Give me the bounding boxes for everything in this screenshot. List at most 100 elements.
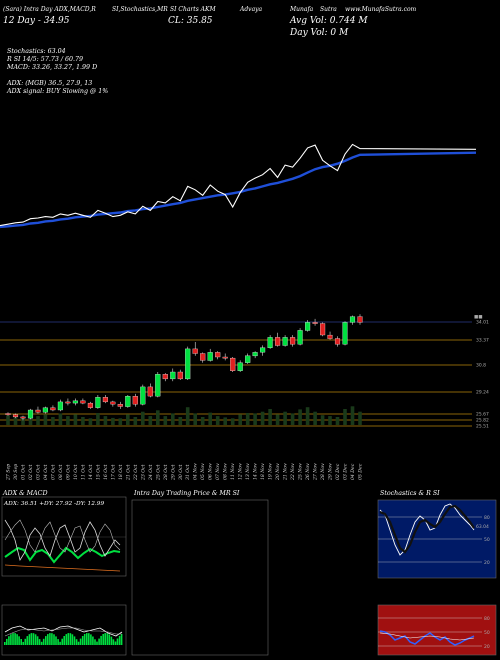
slow-ma-line	[0, 151, 477, 229]
date-label: 07 Nov	[215, 463, 221, 480]
candle-body	[230, 357, 236, 371]
macd-line	[4, 625, 123, 637]
stoch-level-50: 50	[484, 537, 490, 543]
macd-histogram-bar	[32, 633, 35, 645]
macd-histogram-bar	[51, 633, 53, 645]
volume-bar	[66, 416, 70, 425]
macd-histogram-bar	[8, 636, 10, 645]
candle-body	[50, 407, 56, 411]
macd-histogram-bar	[96, 641, 98, 645]
candle-body	[320, 323, 326, 336]
macd-histogram-bar	[86, 633, 88, 645]
candle-body	[147, 386, 153, 397]
macd-histogram	[4, 633, 123, 645]
date-label: 15 Oct	[95, 464, 101, 480]
candle-body	[125, 396, 131, 407]
volume-bar	[305, 407, 310, 425]
macd-histogram-bar	[83, 634, 86, 645]
volume-bar	[103, 416, 108, 425]
candle-body	[162, 374, 168, 380]
date-label: 04 Dec	[350, 463, 356, 480]
adx-macd-panel	[1, 496, 127, 577]
candle-body	[27, 409, 34, 419]
macd-histogram-bar	[30, 633, 33, 645]
candle-body	[222, 356, 228, 359]
macd-histogram-bar	[49, 633, 51, 645]
volume-bar	[73, 414, 78, 425]
macd-histogram-bar	[77, 641, 80, 645]
candle-body	[57, 401, 63, 411]
adx-signal: ADX signal: BUY Slowing @ 1%	[7, 88, 109, 95]
volume-bar	[21, 418, 25, 425]
volume-bar	[36, 416, 40, 425]
candle-body	[282, 337, 288, 346]
volume-bar	[193, 413, 197, 425]
volume-bar	[126, 414, 130, 425]
macd-histogram-bar	[65, 634, 68, 645]
rsi-level-20: 20	[484, 644, 490, 650]
macd-histogram-bar	[45, 636, 47, 645]
volume-bar	[358, 411, 362, 425]
minus-di-line	[4, 519, 121, 553]
macd-histogram-bar	[114, 641, 117, 645]
volume-bar	[96, 413, 100, 425]
header-item-3: SI Charts AKM	[170, 6, 216, 13]
date-label: 28 Nov	[320, 463, 326, 481]
macd-histogram-bar	[36, 636, 39, 645]
macd-histogram-bar	[61, 638, 63, 645]
stochastics-value: Stochastics: 63.04	[7, 48, 66, 55]
rsi-value: R SI 14/5: 57.73 / 60.79	[7, 56, 83, 63]
date-label: 05 Dec	[358, 463, 364, 480]
date-label: 30 Oct	[178, 464, 184, 480]
date-label: 21 Oct	[125, 464, 131, 481]
volume-bar	[171, 413, 175, 425]
volume-bar	[283, 411, 287, 425]
date-label: 22 Nov	[290, 463, 296, 481]
candle-body	[35, 409, 41, 413]
date-label: 30 Sep	[13, 464, 19, 480]
macd-histogram-bar	[14, 633, 16, 645]
date-label: 20 Nov	[275, 463, 281, 481]
date-label: 28 Oct	[163, 464, 169, 481]
candle-body	[342, 322, 348, 345]
volume-bar	[253, 413, 257, 425]
volume-bar	[133, 417, 138, 425]
macd-histogram-bar	[69, 633, 72, 645]
date-label: 29 Oct	[170, 464, 176, 481]
stoch-level-80: 80	[484, 515, 490, 521]
volume-bar	[43, 414, 48, 425]
macd-histogram-bar	[59, 641, 61, 645]
candle-body	[245, 355, 251, 363]
candle-body	[132, 396, 138, 405]
date-axis: 27 Sep 30 Sep 01 Oct 02 Oct 03 Oct 04 Oct 07 O…	[6, 463, 364, 481]
header-item-7: www.MunafaSutra.com	[345, 6, 417, 13]
macd-histogram-bar	[81, 636, 84, 645]
macd-histogram-bar	[100, 635, 102, 645]
adxr-line	[4, 564, 121, 572]
candle-body	[327, 334, 333, 339]
macd-value: MACD: 33.26, 33.27, 1.99 D	[7, 64, 98, 71]
date-label: 08 Nov	[223, 463, 229, 480]
date-label: 17 Oct	[110, 464, 116, 480]
volume-bar	[215, 416, 220, 425]
candle-body	[87, 402, 93, 408]
macd-histogram-bar	[112, 639, 115, 645]
date-label: 01 Oct	[20, 464, 26, 480]
date-label: 02 Dec	[335, 463, 341, 480]
date-label: 03 Dec	[343, 463, 349, 480]
volume-bar	[350, 406, 355, 425]
price-level-label: 29.24	[476, 390, 489, 396]
intraday-panel	[131, 499, 269, 656]
mrsi-line	[379, 632, 475, 641]
header-item-1: (Sara) Intra Day ADX,MACD,R	[3, 6, 96, 13]
candle-body	[102, 397, 108, 403]
candlesticks	[5, 314, 363, 421]
candle-body	[290, 337, 296, 345]
macd-histogram-bar	[18, 636, 20, 645]
macd-histogram-bar	[40, 641, 43, 645]
macd-histogram-bar	[55, 636, 57, 645]
price-level-label: 30.8	[476, 363, 486, 369]
macd-histogram-bar	[63, 636, 65, 645]
macd-signal-line	[4, 627, 122, 637]
